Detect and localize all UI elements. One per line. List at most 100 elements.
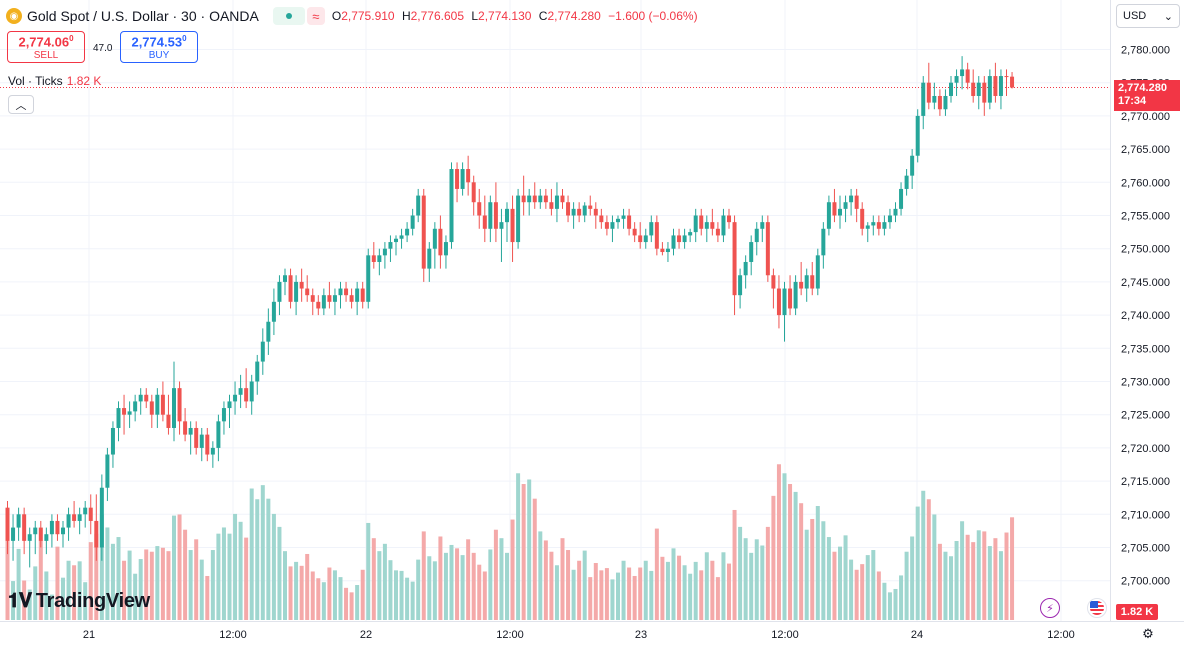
volume-bar xyxy=(294,561,299,620)
candle xyxy=(987,69,992,110)
volume-bar xyxy=(710,560,715,620)
volume-bar xyxy=(260,485,265,620)
candle-body xyxy=(560,195,565,203)
candle xyxy=(405,222,410,243)
status-dot-icon xyxy=(285,13,292,19)
candle xyxy=(865,222,870,243)
candle xyxy=(693,208,698,243)
candle xyxy=(277,275,282,316)
volume-bar xyxy=(521,484,526,620)
candle-body xyxy=(477,202,482,216)
candle-body xyxy=(83,507,88,515)
candle-body xyxy=(588,205,593,209)
candle xyxy=(743,255,748,289)
volume-bar xyxy=(627,567,632,620)
volume-bar xyxy=(566,550,571,620)
volume-label: Vol · Ticks xyxy=(8,74,63,88)
candle-body xyxy=(288,275,293,302)
time-tick-label: 12:00 xyxy=(219,629,247,641)
candle xyxy=(116,401,121,442)
volume-bar xyxy=(199,559,204,620)
volume-bar xyxy=(516,473,521,620)
candle xyxy=(288,268,293,309)
market-status-button[interactable] xyxy=(272,7,305,25)
candle xyxy=(566,195,571,223)
candle-body xyxy=(743,261,748,276)
candle-body xyxy=(921,82,926,116)
volume-bar xyxy=(72,565,77,620)
candle xyxy=(77,507,82,535)
time-tick-label: 12:00 xyxy=(1047,629,1075,641)
candle-body xyxy=(77,514,82,521)
candle xyxy=(910,149,915,189)
candle xyxy=(205,427,210,462)
candle-body xyxy=(88,507,93,521)
candle xyxy=(677,228,682,249)
volume-bar xyxy=(965,534,970,620)
candle xyxy=(482,195,487,243)
volume-bar xyxy=(382,543,387,620)
candle xyxy=(460,162,465,196)
volume-bar xyxy=(727,563,731,620)
candle xyxy=(793,275,798,316)
us-flag-icon[interactable] xyxy=(1087,598,1107,618)
candle xyxy=(815,248,820,296)
candle-body xyxy=(616,218,620,223)
wave-icon[interactable]: ≈ xyxy=(306,7,325,25)
sell-button[interactable]: 2,774.060 SELL xyxy=(7,31,85,63)
currency-select[interactable]: USD ⌄ xyxy=(1116,4,1180,28)
settings-icon[interactable]: ⚙ xyxy=(1142,626,1154,641)
volume-bar xyxy=(654,528,659,620)
candle-body xyxy=(366,255,371,302)
candle xyxy=(715,222,720,243)
candle xyxy=(521,175,526,216)
candle-body xyxy=(160,394,165,415)
candle xyxy=(932,82,937,110)
candle xyxy=(710,208,715,236)
candle xyxy=(782,281,787,342)
volume-bar xyxy=(998,551,1003,620)
candle xyxy=(616,215,620,229)
candle-body xyxy=(826,202,831,229)
candle xyxy=(998,69,1003,110)
candle xyxy=(399,228,404,249)
volume-bar xyxy=(61,577,65,620)
candle-body xyxy=(49,520,54,535)
candle xyxy=(94,494,99,561)
candle xyxy=(738,268,743,309)
candle-body xyxy=(321,295,326,309)
time-axis[interactable]: 21 12:00 22 12:00 23 12:00 24 12:00 xyxy=(0,621,1184,642)
volume-bar xyxy=(849,559,854,620)
volume-bar xyxy=(760,545,765,620)
volume-legend[interactable]: Vol · Ticks 1.82 K xyxy=(8,74,101,88)
volume-bar xyxy=(166,551,171,620)
candle xyxy=(216,414,221,462)
price-tick-label: 2,710.000 xyxy=(1121,509,1170,521)
candle xyxy=(765,215,770,282)
volume-bar xyxy=(616,572,620,620)
candle xyxy=(88,494,93,535)
candle-body xyxy=(660,248,665,253)
buy-button[interactable]: 2,774.530 BUY xyxy=(120,31,198,63)
candle xyxy=(443,235,448,269)
candle-body xyxy=(860,208,865,229)
tradingview-logo[interactable]: 𝟏𝐕 TradingView xyxy=(8,589,150,613)
lightning-icon[interactable]: ⚡ xyxy=(1040,598,1060,618)
volume-bar xyxy=(183,529,188,620)
candle xyxy=(799,261,804,296)
close-value: 2,774.280 xyxy=(547,9,601,23)
volume-bar xyxy=(899,575,904,620)
volume-bar xyxy=(338,577,343,620)
candle-body xyxy=(882,222,887,229)
candle-body xyxy=(654,222,659,249)
candle-body xyxy=(788,288,793,309)
volume-bar xyxy=(643,560,648,620)
candle-body xyxy=(188,427,193,435)
price-tick-label: 2,735.000 xyxy=(1121,343,1170,355)
candle xyxy=(810,261,815,296)
symbol-title[interactable]: Gold Spot / U.S. Dollar · 30 · OANDA xyxy=(27,8,259,24)
candle xyxy=(344,281,349,302)
collapse-legend-button[interactable]: ︿ xyxy=(8,95,34,114)
price-tick-label: 2,740.000 xyxy=(1121,310,1170,322)
